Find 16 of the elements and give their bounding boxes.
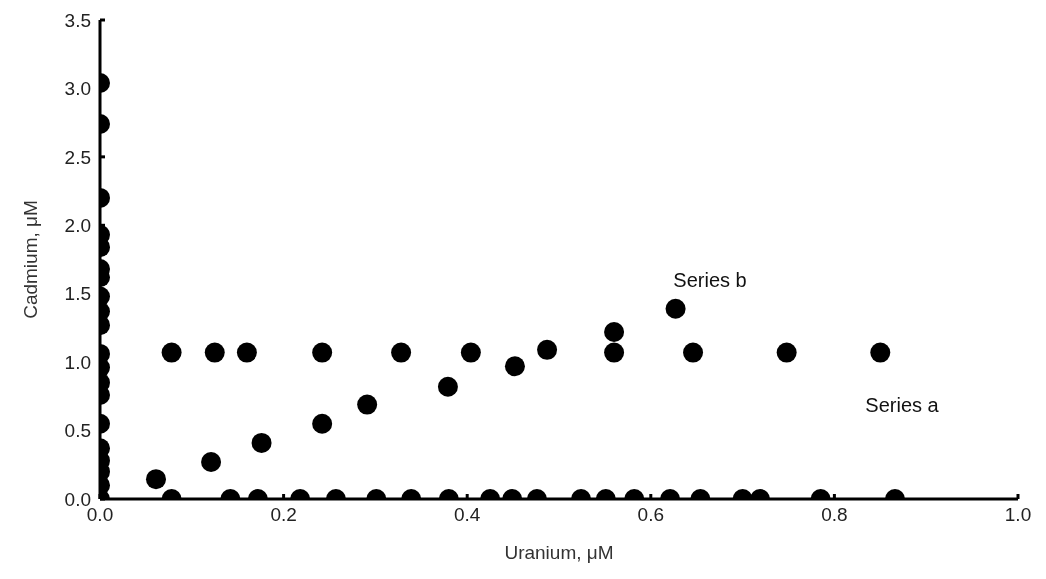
y-tick-label: 1.5 [64,283,91,305]
x-tick-label: 0.8 [821,504,848,526]
annotation: Series b [673,269,747,291]
y-tick-label: 1.0 [64,351,91,373]
y-tick-label: 2.0 [64,215,91,237]
y-tick-label: 2.5 [64,146,91,168]
y-tick-label: 0.5 [64,420,91,442]
y-tick-label: 3.0 [64,78,91,100]
x-tick-label: 0.6 [637,504,665,526]
x-tick-label: 0.2 [270,504,297,526]
y-axis-title: Cadmium, μM [19,200,41,319]
x-tick-label: 0.4 [453,504,481,526]
x-tick-label: 1.0 [1004,504,1032,526]
y-tick-label: 3.5 [64,9,91,31]
annotation: Series a [865,394,940,416]
x-axis-title: Uranium, μM [504,542,614,563]
